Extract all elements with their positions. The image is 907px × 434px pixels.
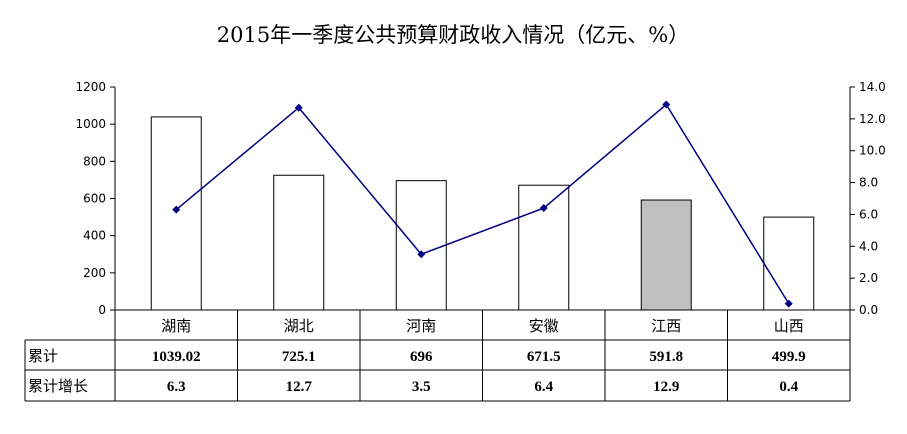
growth-point-江西 — [662, 100, 671, 109]
category-label: 江西 — [651, 317, 681, 335]
right-axis-tick-label: 6.0 — [859, 207, 878, 221]
bar-河南 — [395, 180, 447, 311]
left-axis-tick-label: 0 — [98, 303, 106, 317]
left-axis-tick-label: 600 — [83, 192, 106, 206]
bar-江西 — [640, 199, 692, 311]
axes: 0 200 400 600 800 1000 1200 0.0 2.0 4.0 6.0 8.0 10.0… — [75, 80, 886, 401]
growth-point-安徽 — [539, 204, 548, 213]
table-cell-value: 499.9 — [772, 349, 806, 365]
left-axis-tick-label: 400 — [83, 229, 106, 243]
table-cell-value: 0.4 — [779, 379, 798, 395]
table-cell-value: 12.7 — [286, 379, 313, 395]
category-label: 河南 — [406, 317, 436, 335]
table-cell-value: 6.4 — [534, 379, 553, 395]
growth-line — [175, 103, 790, 305]
table-cell-value: 3.5 — [412, 379, 431, 395]
growth-point-山西 — [784, 299, 793, 308]
table-cell-value: 6.3 — [167, 379, 186, 395]
category-label: 湖北 — [284, 317, 314, 335]
table-cell-value: 725.1 — [282, 349, 316, 365]
left-axis-tick-label: 1000 — [75, 117, 106, 131]
right-axis-tick-label: 12.0 — [859, 112, 886, 126]
growth-point-湖北 — [294, 103, 303, 112]
right-axis-tick-label: 14.0 — [859, 80, 886, 94]
table-cell-value: 696 — [410, 349, 433, 365]
right-axis-tick-label: 10.0 — [859, 144, 886, 158]
category-label: 山西 — [774, 317, 804, 335]
bar-安徽 — [518, 184, 570, 311]
table-row-header: 累计增长 — [28, 377, 88, 395]
right-axis-tick-label: 4.0 — [859, 239, 878, 253]
right-axis-tick-label: 0.0 — [859, 303, 878, 317]
category-label: 湖南 — [161, 317, 191, 335]
bar-山西 — [763, 216, 815, 311]
right-axis-tick-label: 2.0 — [859, 271, 878, 285]
left-axis-tick-label: 200 — [83, 266, 106, 280]
table-row-header: 累计 — [28, 347, 58, 365]
growth-point-湖南 — [172, 205, 181, 214]
left-axis-tick-label: 800 — [83, 154, 106, 168]
line-series — [172, 100, 793, 308]
bar-湖北 — [273, 174, 325, 311]
table-cell-value: 591.8 — [649, 349, 683, 365]
bar-series — [150, 116, 815, 311]
table-cell-value: 1039.02 — [152, 349, 201, 365]
table-cell-value: 671.5 — [527, 349, 561, 365]
chart-title: 2015年一季度公共预算财政收入情况（亿元、%） — [217, 23, 689, 47]
category-label: 安徽 — [529, 317, 559, 335]
right-axis-tick-label: 8.0 — [859, 176, 878, 190]
table-cell-value: 12.9 — [653, 379, 679, 395]
left-axis-tick-label: 1200 — [75, 80, 106, 94]
growth-point-河南 — [417, 250, 426, 259]
